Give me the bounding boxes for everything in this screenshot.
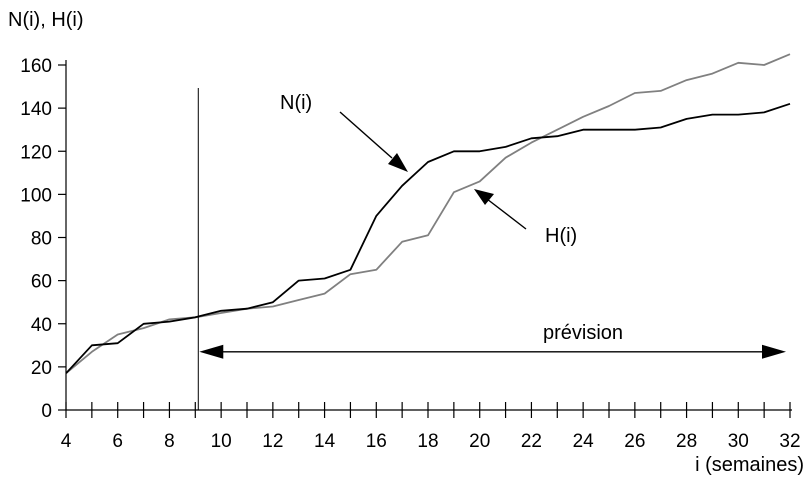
x-tick-label: 10 (211, 431, 232, 452)
y-tick-label: 0 (41, 401, 52, 422)
x-tick-label: 12 (262, 431, 283, 452)
x-tick-label: 18 (417, 431, 438, 452)
axes: 0 20 40 60 80 100 120 140 160 4 6 8 10 12 14 16 18 20 22 24… (20, 56, 800, 452)
x-tick-label: 8 (164, 431, 175, 452)
n-series-label: N(i) (280, 92, 312, 114)
x-tick-label: 24 (573, 431, 595, 452)
annotation-layer: prévision N(i) H(i) (197, 88, 786, 410)
y-tick-label: 120 (20, 142, 52, 163)
h-series-label: H(i) (545, 225, 577, 247)
y-tick-label: 160 (20, 56, 52, 77)
n-pointer-line (339, 111, 393, 159)
x-tick-label: 4 (61, 431, 72, 452)
forecast-arrowhead-left (199, 344, 224, 359)
x-tick-label: 20 (469, 431, 490, 452)
y-tick-label: 80 (31, 229, 52, 250)
y-axis-label: N(i), H(i) (8, 9, 84, 31)
x-axis-label: i (semaines) (695, 454, 804, 476)
x-tick-label: 26 (624, 431, 645, 452)
series-layer (65, 53, 791, 374)
x-tick-label: 14 (314, 431, 336, 452)
y-tick-label: 20 (31, 358, 52, 379)
y-tick-label: 100 (20, 185, 52, 206)
series-line-n (65, 102, 791, 374)
x-tick-label: 16 (366, 431, 387, 452)
series-line-h (65, 53, 791, 374)
x-tick-label: 30 (728, 431, 749, 452)
y-tick-label: 40 (31, 315, 52, 336)
x-tick-label: 6 (112, 431, 123, 452)
forecast-arrowhead-right (762, 344, 786, 359)
x-tick-label: 22 (521, 431, 542, 452)
h-pointer-line (486, 198, 527, 230)
n-pointer-arrowhead (388, 153, 408, 172)
y-tick-label: 60 (31, 272, 52, 293)
h-pointer-arrowhead (474, 189, 494, 205)
forecast-label: prévision (543, 322, 623, 344)
x-tick-label: 32 (779, 431, 800, 452)
y-tick-label: 140 (20, 99, 52, 120)
x-tick-label: 28 (676, 431, 697, 452)
